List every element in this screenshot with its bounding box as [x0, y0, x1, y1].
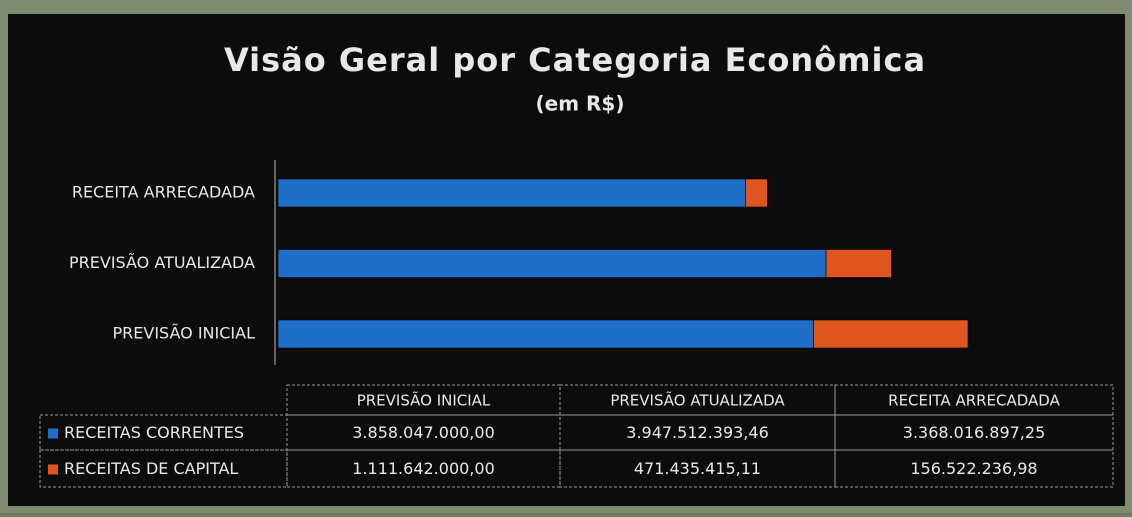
chart: Visão Geral por Categoria Econômica (em … [0, 0, 1132, 513]
table-header: PREVISÃO INICIAL [357, 391, 491, 410]
bar-segment [746, 179, 768, 207]
chart-subtitle: (em R$) [536, 92, 625, 116]
table-value: 3.858.047.000,00 [352, 423, 495, 442]
legend-swatch [48, 429, 58, 439]
bar-segment [826, 250, 891, 278]
table-header: PREVISÃO ATUALIZADA [610, 391, 785, 410]
table-value: 156.522.236,98 [910, 459, 1037, 478]
table-header: RECEITA ARRECADADA [888, 392, 1060, 410]
bar-segment [814, 320, 968, 348]
legend-swatch [48, 465, 58, 475]
table-value: 471.435.415,11 [634, 459, 761, 478]
y-tick-label: PREVISÃO INICIAL [113, 324, 256, 343]
table-value: 3.368.016.897,25 [903, 423, 1046, 442]
bar-segment [278, 320, 814, 348]
y-tick-label: PREVISÃO ATUALIZADA [69, 253, 255, 272]
table-value: 1.111.642.000,00 [352, 459, 495, 478]
chart-title: Visão Geral por Categoria Econômica [224, 41, 926, 79]
legend-label: RECEITAS DE CAPITAL [64, 459, 238, 478]
legend-label: RECEITAS CORRENTES [64, 423, 244, 442]
table-value: 3.947.512.393,46 [626, 423, 769, 442]
y-tick-label: RECEITA ARRECADADA [72, 183, 255, 202]
bar-segment [278, 179, 746, 207]
bar-segment [278, 250, 826, 278]
